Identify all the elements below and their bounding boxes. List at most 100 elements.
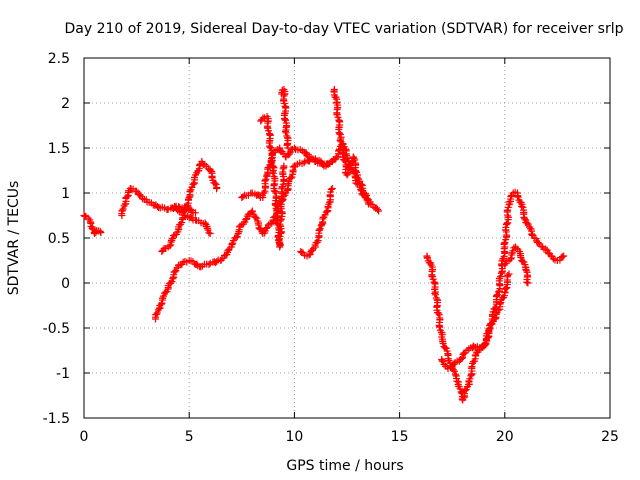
- data-point: [192, 209, 200, 217]
- data-point: [374, 206, 382, 214]
- data-point: [524, 220, 532, 228]
- data-point: [217, 256, 225, 264]
- data-point: [205, 229, 213, 237]
- y-tick-label: 2.5: [48, 51, 70, 67]
- data-point: [153, 309, 161, 317]
- data-point: [534, 238, 542, 246]
- data-point: [485, 325, 493, 333]
- data-point: [308, 246, 316, 254]
- data-point: [493, 291, 501, 299]
- data-point: [119, 205, 127, 213]
- data-point: [184, 212, 192, 220]
- y-tick-label: -0.5: [43, 321, 70, 337]
- data-point: [523, 278, 531, 286]
- data-point: [197, 263, 205, 271]
- data-point: [189, 180, 197, 188]
- data-point: [349, 153, 357, 161]
- data-point: [314, 237, 322, 245]
- y-tick-label: 1.5: [48, 141, 70, 157]
- data-point: [340, 156, 348, 164]
- y-tick-label: -1.5: [43, 411, 70, 427]
- data-point: [362, 190, 370, 198]
- data-point: [118, 207, 126, 215]
- series-track-e: [170, 203, 214, 237]
- data-point: [97, 229, 105, 237]
- series-track-j: [330, 86, 374, 206]
- data-point: [124, 192, 132, 200]
- data-point: [503, 220, 511, 228]
- x-tick-label: 10: [285, 429, 303, 445]
- data-point: [522, 267, 530, 275]
- data-point: [152, 310, 160, 318]
- data-point: [375, 207, 383, 215]
- tick-labels: 0 5 10 15 20 25 -1.5 -1 -0.5 0 0.5 1 1.5 2 2.5: [43, 51, 619, 445]
- data-points: [80, 86, 568, 404]
- data-point: [335, 146, 343, 154]
- series-track-i: [297, 185, 336, 260]
- data-point: [213, 258, 221, 266]
- series-track-m: [501, 243, 532, 287]
- data-point: [432, 291, 440, 299]
- data-point: [431, 289, 439, 297]
- data-point: [174, 206, 182, 214]
- data-point: [436, 323, 444, 331]
- data-point: [211, 179, 219, 187]
- data-point: [505, 270, 513, 278]
- data-point: [271, 187, 279, 195]
- series-track-b: [118, 185, 200, 219]
- y-tick-label: 1: [61, 186, 70, 202]
- data-point: [232, 234, 240, 242]
- y-axis-label: SDTVAR / TECUs: [6, 181, 22, 296]
- chart-title: Day 210 of 2019, Sidereal Day-to-day VTE…: [64, 21, 623, 37]
- data-point: [136, 191, 144, 199]
- data-point: [337, 138, 345, 146]
- x-tick-label: 25: [601, 429, 619, 445]
- data-point: [439, 339, 447, 347]
- y-tick-label: 2: [61, 96, 70, 112]
- data-point: [434, 309, 442, 317]
- data-point: [281, 127, 289, 135]
- data-point: [505, 198, 513, 206]
- data-point: [251, 190, 259, 198]
- data-point: [500, 239, 508, 247]
- data-point: [167, 279, 175, 287]
- data-point: [157, 300, 165, 308]
- data-point: [88, 224, 96, 232]
- data-point: [492, 303, 500, 311]
- x-tick-label: 0: [80, 429, 89, 445]
- data-point: [272, 201, 280, 209]
- data-point: [336, 136, 344, 144]
- data-point: [504, 271, 512, 279]
- data-point: [269, 169, 277, 177]
- data-point: [336, 130, 344, 138]
- data-point: [302, 149, 310, 157]
- data-point: [206, 230, 214, 237]
- data-point: [483, 337, 491, 345]
- data-point: [560, 252, 568, 260]
- data-point: [502, 284, 510, 292]
- data-point: [491, 304, 499, 312]
- axis-ticks: [83, 57, 611, 419]
- data-point: [280, 162, 288, 170]
- data-point: [507, 255, 515, 263]
- data-point: [456, 385, 464, 393]
- data-point: [350, 154, 358, 162]
- data-point: [497, 272, 505, 280]
- x-tick-label: 15: [391, 429, 409, 445]
- data-point: [520, 215, 528, 223]
- x-tick-label: 5: [185, 429, 194, 445]
- data-point: [494, 288, 502, 296]
- data-point: [352, 167, 360, 175]
- data-point: [166, 242, 174, 250]
- data-point: [252, 213, 260, 221]
- data-point: [518, 203, 526, 210]
- data-point: [523, 219, 531, 227]
- y-tick-label: 0.5: [48, 231, 70, 247]
- data-point: [451, 367, 459, 375]
- data-point: [524, 279, 532, 287]
- data-point: [205, 261, 213, 269]
- series-track-l: [438, 188, 568, 372]
- x-axis-label: GPS time / hours: [286, 458, 403, 474]
- data-point: [438, 357, 446, 365]
